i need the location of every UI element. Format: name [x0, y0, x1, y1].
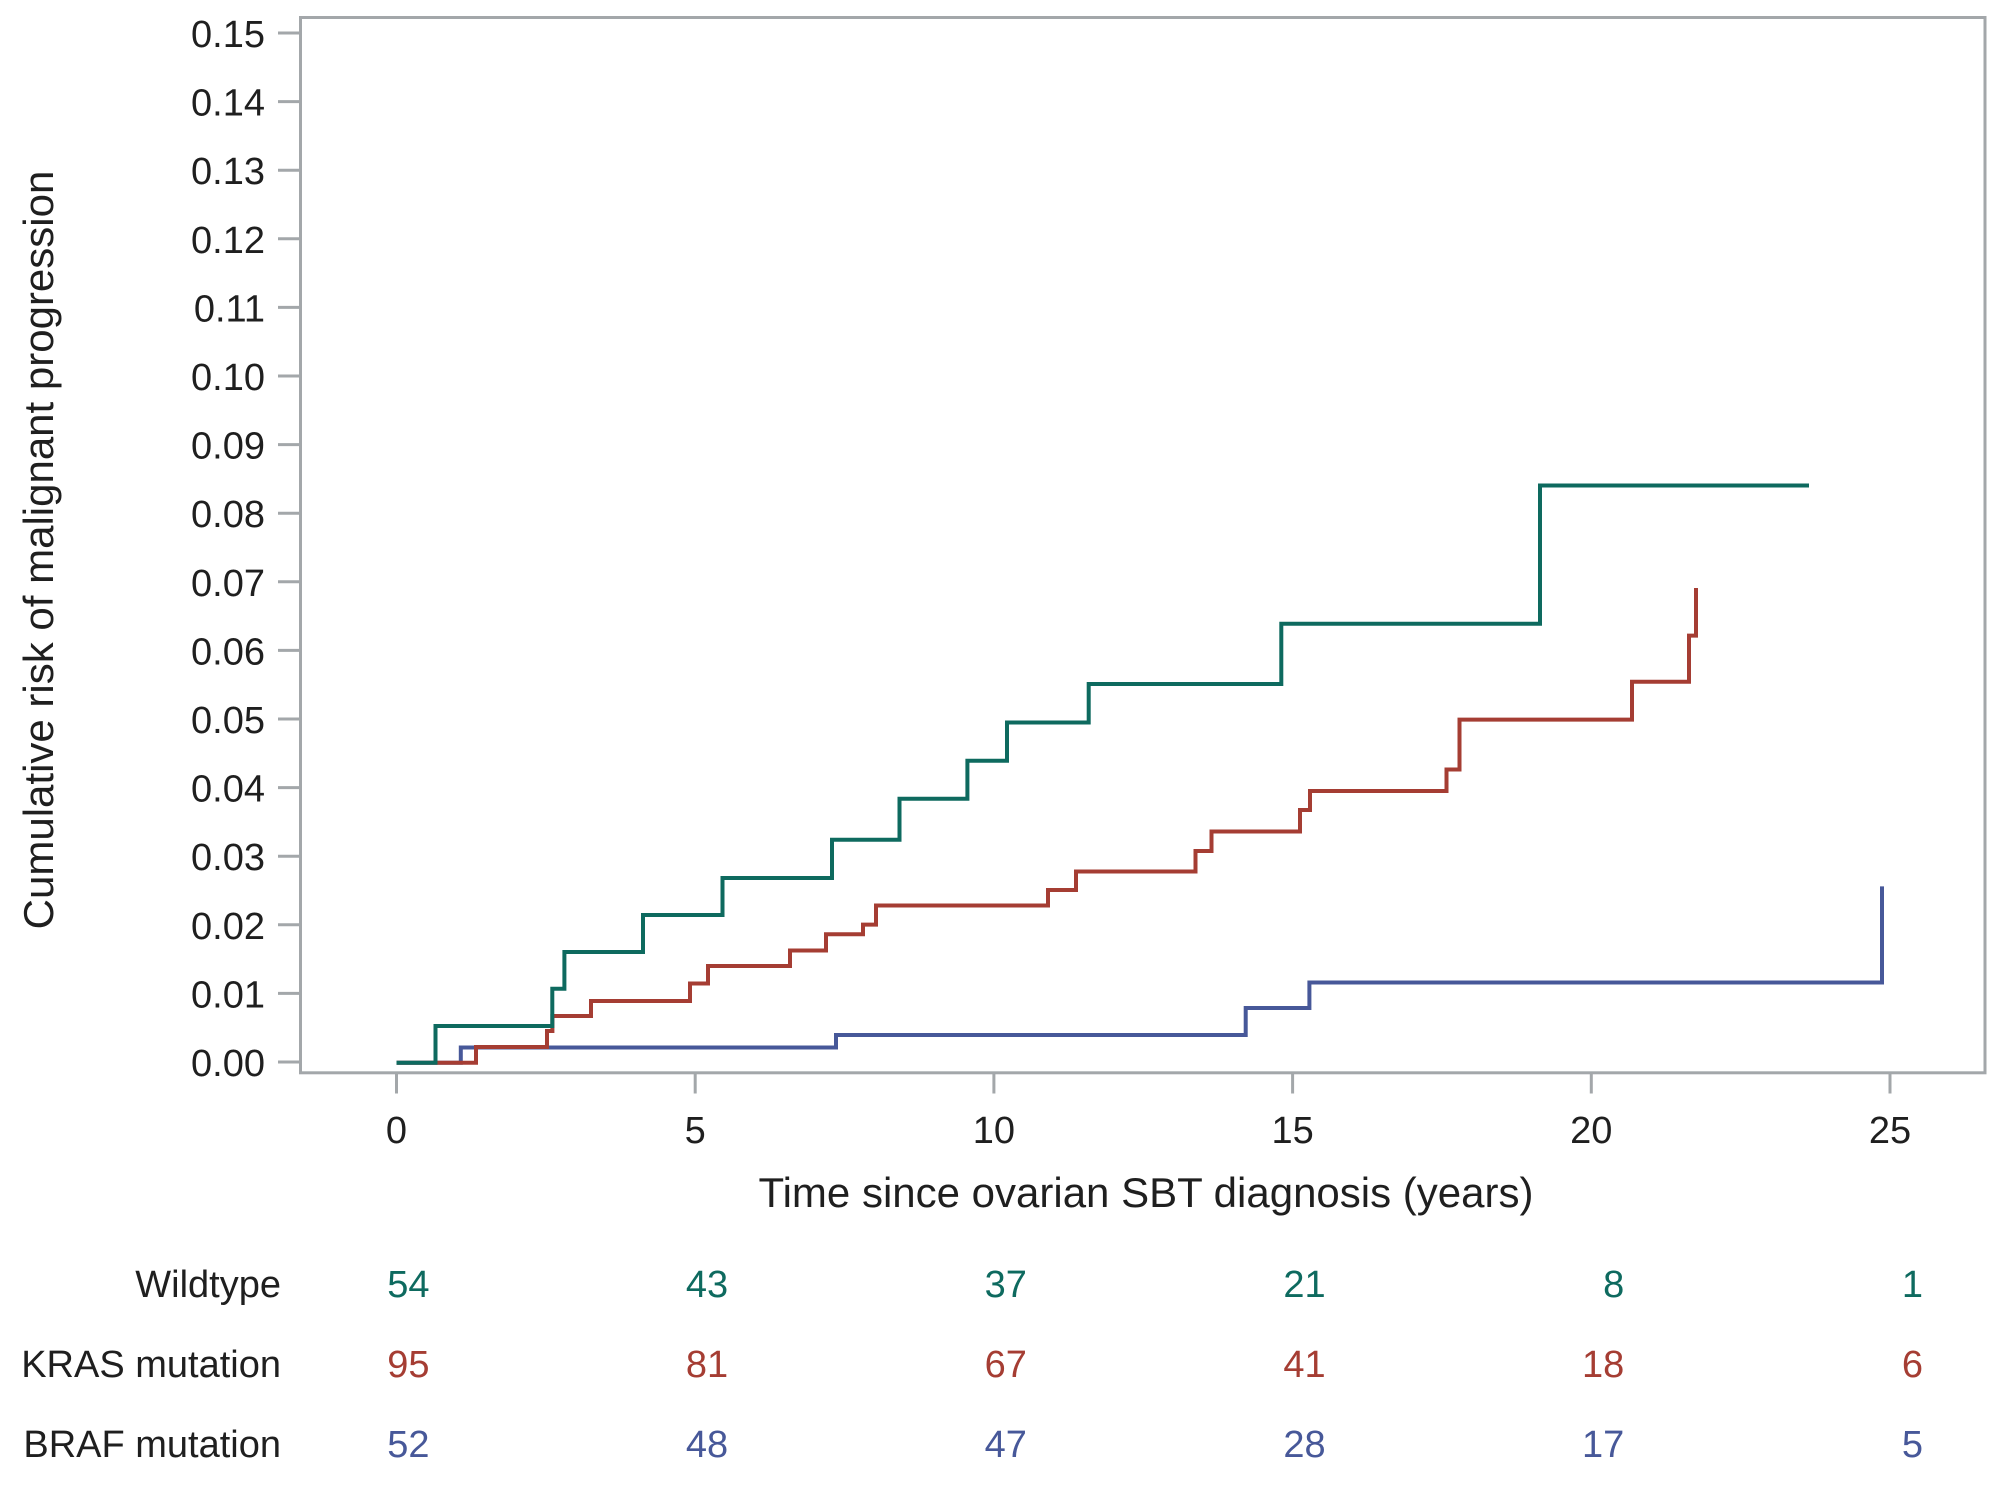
svg-text:0.01: 0.01 [191, 974, 265, 1016]
svg-text:28: 28 [1283, 1424, 1325, 1466]
svg-text:0.13: 0.13 [191, 151, 265, 193]
svg-text:18: 18 [1582, 1344, 1624, 1386]
svg-text:0.08: 0.08 [191, 494, 265, 536]
svg-text:25: 25 [1869, 1110, 1911, 1152]
svg-text:43: 43 [686, 1264, 728, 1306]
svg-text:41: 41 [1283, 1344, 1325, 1386]
svg-text:Wildtype: Wildtype [135, 1264, 281, 1306]
svg-text:0.14: 0.14 [191, 83, 265, 125]
svg-text:47: 47 [985, 1424, 1027, 1466]
svg-text:0.07: 0.07 [191, 563, 265, 605]
svg-text:0.06: 0.06 [191, 631, 265, 673]
svg-text:Cumulative risk of malignant p: Cumulative risk of malignant progression [15, 171, 62, 930]
svg-text:5: 5 [1902, 1424, 1923, 1466]
svg-text:52: 52 [387, 1424, 429, 1466]
svg-text:17: 17 [1582, 1424, 1624, 1466]
svg-text:10: 10 [973, 1110, 1015, 1152]
svg-text:67: 67 [985, 1344, 1027, 1386]
svg-text:Time since ovarian SBT diagnos: Time since ovarian SBT diagnosis (years) [759, 1169, 1534, 1216]
svg-text:0.09: 0.09 [191, 426, 265, 468]
svg-text:KRAS mutation: KRAS mutation [21, 1344, 281, 1386]
svg-text:0.04: 0.04 [191, 769, 265, 811]
svg-text:BRAF mutation: BRAF mutation [23, 1424, 281, 1466]
svg-text:0.02: 0.02 [191, 906, 265, 948]
svg-text:54: 54 [387, 1264, 429, 1306]
svg-text:81: 81 [686, 1344, 728, 1386]
svg-text:15: 15 [1271, 1110, 1313, 1152]
svg-text:1: 1 [1902, 1264, 1923, 1306]
svg-text:0.12: 0.12 [191, 220, 265, 262]
svg-text:0: 0 [386, 1110, 407, 1152]
svg-text:95: 95 [387, 1344, 429, 1386]
svg-text:0.10: 0.10 [191, 357, 265, 399]
svg-text:37: 37 [985, 1264, 1027, 1306]
svg-text:0.00: 0.00 [191, 1043, 265, 1085]
svg-text:20: 20 [1570, 1110, 1612, 1152]
svg-text:0.11: 0.11 [194, 288, 265, 330]
svg-text:0.15: 0.15 [191, 14, 265, 56]
svg-text:48: 48 [686, 1424, 728, 1466]
svg-text:0.05: 0.05 [191, 700, 265, 742]
svg-text:0.03: 0.03 [191, 837, 265, 879]
svg-text:21: 21 [1283, 1264, 1325, 1306]
svg-text:5: 5 [685, 1110, 706, 1152]
svg-text:8: 8 [1603, 1264, 1624, 1306]
svg-text:6: 6 [1902, 1344, 1923, 1386]
